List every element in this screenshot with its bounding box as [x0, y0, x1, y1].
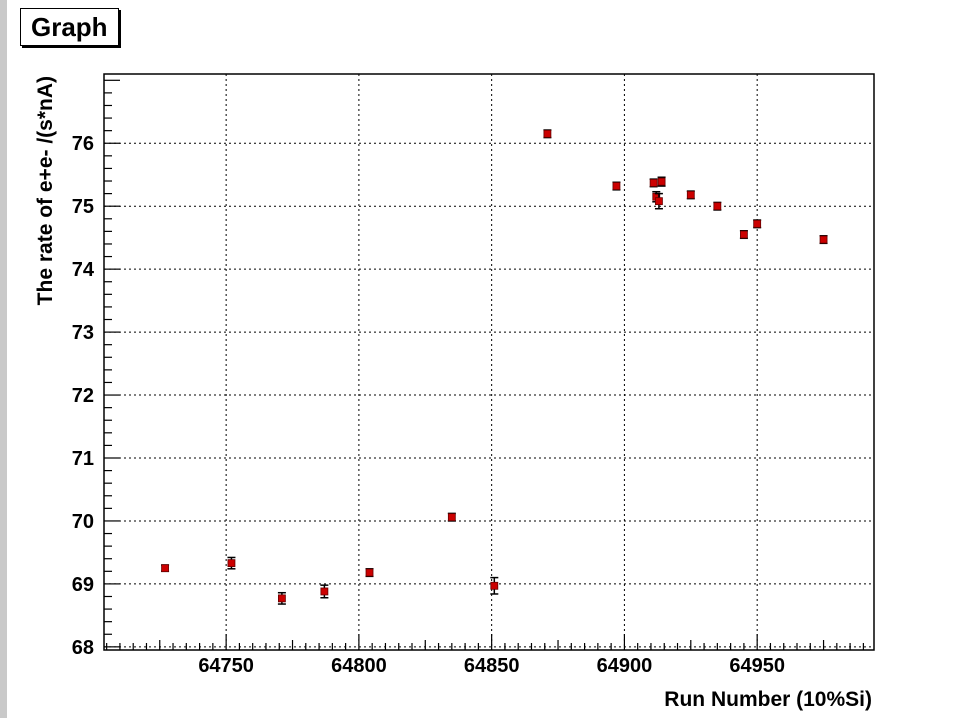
x-tick-label: 64800 — [331, 655, 387, 677]
data-point — [277, 591, 286, 605]
y-tick-labels: 68 69 70 71 72 73 74 75 76 — [72, 133, 95, 659]
x-tick-label: 64900 — [597, 655, 653, 677]
y-axis-title: The rate of e+e- /(s*nA) — [34, 76, 57, 305]
y-tick-label: 74 — [72, 259, 95, 281]
y-tick-label: 70 — [72, 511, 94, 533]
x-tick-labels: 64750 64800 64850 64900 64950 — [198, 655, 785, 677]
point-marker — [447, 513, 456, 522]
data-point — [365, 568, 374, 578]
data-point — [753, 219, 762, 229]
point-marker — [612, 182, 621, 190]
window-edge-bar — [0, 0, 7, 718]
data-point — [686, 190, 695, 200]
grid-lines — [104, 74, 874, 650]
point-marker — [320, 587, 329, 596]
point-marker — [277, 594, 286, 603]
data-point — [320, 584, 329, 599]
data-point — [447, 512, 456, 522]
y-tick-label: 68 — [72, 637, 94, 659]
point-marker — [543, 129, 552, 138]
point-marker — [365, 568, 374, 577]
point-marker — [227, 559, 236, 568]
y-tick-label: 73 — [72, 322, 94, 344]
data-point — [612, 181, 621, 191]
point-marker — [657, 177, 666, 186]
y-tick-label: 71 — [72, 448, 94, 470]
point-marker — [819, 235, 828, 244]
x-tick-label: 64950 — [729, 655, 785, 677]
axis-ticks — [104, 79, 864, 650]
point-marker — [753, 219, 762, 228]
data-point — [654, 192, 663, 210]
x-axis-title: Run Number (10%Si) — [664, 688, 872, 711]
data-point — [657, 176, 666, 187]
data-point — [490, 576, 499, 595]
plot-frame — [103, 73, 875, 651]
y-tick-label: 76 — [72, 133, 94, 155]
point-marker — [649, 179, 658, 187]
data-point — [227, 556, 236, 570]
point-marker — [739, 230, 748, 239]
x-tick-label: 64750 — [198, 655, 254, 677]
point-marker — [161, 564, 169, 573]
data-point — [649, 178, 658, 188]
graph-title-box: Graph — [20, 8, 119, 46]
data-points — [161, 129, 828, 605]
point-marker — [655, 197, 663, 206]
point-marker — [490, 581, 499, 590]
y-tick-label: 69 — [72, 574, 94, 596]
x-tick-label: 64850 — [464, 655, 520, 677]
point-marker — [686, 190, 695, 199]
data-point — [161, 564, 170, 573]
data-point — [713, 201, 722, 211]
data-point — [543, 129, 552, 139]
data-point — [819, 235, 828, 245]
point-marker — [713, 202, 722, 211]
y-tick-label: 75 — [72, 196, 94, 218]
y-tick-label: 72 — [72, 385, 94, 407]
data-point — [739, 229, 748, 240]
